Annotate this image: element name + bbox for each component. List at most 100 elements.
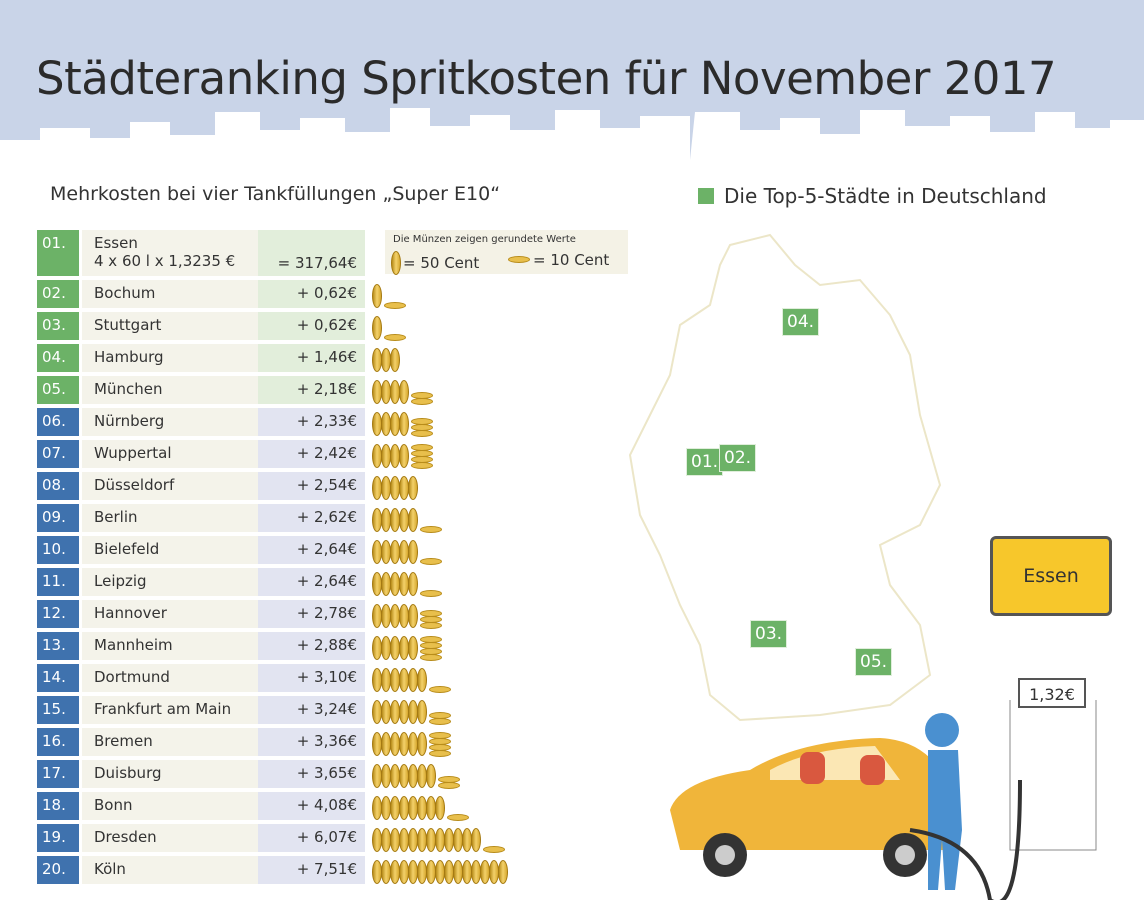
cost-value: + 2,78€ [258, 600, 365, 628]
city-label: Hannover [94, 604, 167, 622]
coin-stack-10-cent [384, 334, 406, 341]
coin-pictogram [372, 282, 406, 309]
page-title: Städteranking Spritkosten für November 2… [36, 52, 1057, 105]
coin-stack-10-cent [429, 686, 451, 693]
city-label: Hamburg [94, 348, 164, 366]
cost-value: + 2,18€ [258, 376, 365, 404]
green-square-icon [698, 188, 714, 204]
city-name: Düsseldorf [82, 472, 258, 500]
coin-pictogram [372, 634, 442, 661]
cost-value: + 7,51€ [258, 856, 365, 884]
cost-value: + 3,36€ [258, 728, 365, 756]
coin-stack-10-cent [420, 558, 442, 565]
coin-pictogram [372, 762, 460, 789]
coin-stack-10-cent [429, 712, 451, 725]
coin-10-cent [429, 750, 451, 757]
coin-50-cent [417, 668, 427, 692]
cost-value: + 2,64€ [258, 568, 365, 596]
legend-big: = 50 Cent [403, 254, 480, 272]
coin-legend: Die Münzen zeigen gerundete Werte = 50 C… [385, 230, 628, 275]
coin-stack-10-cent [411, 392, 433, 405]
coin-50-cent [399, 444, 409, 468]
city-label: Frankfurt am Main [94, 700, 232, 718]
rank-badge: 15. [37, 696, 79, 724]
rank-badge: 12. [37, 600, 79, 628]
cost-value: + 2,33€ [258, 408, 365, 436]
city-name: Bochum [82, 280, 258, 308]
cost-value: + 2,64€ [258, 536, 365, 564]
coin-50-cent [408, 636, 418, 660]
city-label: Düsseldorf [94, 476, 175, 494]
skyline-illustration [0, 108, 1144, 175]
coin-stack-10-cent [420, 526, 442, 533]
city-label: Mannheim [94, 636, 173, 654]
coin-50-cent [498, 860, 508, 884]
rank-badge: 20. [37, 856, 79, 884]
city-label: Duisburg [94, 764, 162, 782]
cost-value: + 0,62€ [258, 280, 365, 308]
coin-50-cent [372, 316, 382, 340]
pump-price-display: 1,32€ [1018, 678, 1086, 708]
map-marker-stuttgart: 03. [750, 620, 788, 648]
coin-stack-10-cent [420, 610, 442, 629]
coin-10-cent [384, 302, 406, 309]
city-name: Frankfurt am Main [82, 696, 258, 724]
coin-pictogram [372, 858, 508, 884]
coin-10-cent [411, 430, 433, 437]
legend-hint: Die Münzen zeigen gerundete Werte [393, 234, 576, 245]
coin-pictogram [372, 506, 442, 533]
rank-badge: 04. [37, 344, 79, 372]
rank-badge: 05. [37, 376, 79, 404]
coin-50-cent [408, 572, 418, 596]
city-name: Hannover [82, 600, 258, 628]
coin-50-cent [372, 284, 382, 308]
cost-value: + 3,65€ [258, 760, 365, 788]
coin-50-cent [408, 604, 418, 628]
rank-badge: 17. [37, 760, 79, 788]
map-title-text: Die Top-5-Städte in Deutschland [724, 184, 1047, 208]
cost-value: + 4,08€ [258, 792, 365, 820]
rank-badge: 10. [37, 536, 79, 564]
coin-stack-10-cent [420, 590, 442, 597]
coin-stack-10-cent [411, 444, 433, 469]
city-name: Nürnberg [82, 408, 258, 436]
rank-badge: 16. [37, 728, 79, 756]
coin-pictogram [372, 698, 451, 725]
map-title: Die Top-5-Städte in Deutschland [698, 184, 1047, 208]
city-name: Hamburg [82, 344, 258, 372]
city-name: Bielefeld [82, 536, 258, 564]
city-name: München [82, 376, 258, 404]
city-label: Köln [94, 860, 126, 878]
city-label: Nürnberg [94, 412, 165, 430]
rank-badge: 13. [37, 632, 79, 660]
city-name: Berlin [82, 504, 258, 532]
coin-10-cent [429, 718, 451, 725]
cost-value: + 3,24€ [258, 696, 365, 724]
rank-badge: 07. [37, 440, 79, 468]
coin-pictogram [372, 826, 505, 853]
city-name: Leipzig [82, 568, 258, 596]
rank-badge: 06. [37, 408, 79, 436]
city-label: Bielefeld [94, 540, 160, 558]
coin-10-cent [420, 590, 442, 597]
coin-stack-10-cent [420, 636, 442, 661]
coin-50-cent [408, 540, 418, 564]
city-label: Essen [94, 234, 138, 252]
coin-50-cent [399, 412, 409, 436]
coin-50-cent [417, 732, 427, 756]
city-name: Mannheim [82, 632, 258, 660]
table-subtitle: Mehrkosten bei vier Tankfüllungen „Super… [50, 183, 501, 205]
coin-50-cent [390, 348, 400, 372]
coin-50-cent [408, 508, 418, 532]
map-marker-bochum: 02. [719, 444, 757, 472]
coin-10-cent [420, 622, 442, 629]
coin-10-cent [411, 398, 433, 405]
rank-badge: 03. [37, 312, 79, 340]
coin-pictogram [372, 314, 406, 341]
city-label: Dortmund [94, 668, 170, 686]
rank-badge: 14. [37, 664, 79, 692]
coin-pictogram [372, 410, 433, 437]
formula: 4 x 60 l x 1,3235 € [94, 252, 236, 270]
city-label: Leipzig [94, 572, 147, 590]
coin-stack-10-cent [483, 846, 505, 853]
